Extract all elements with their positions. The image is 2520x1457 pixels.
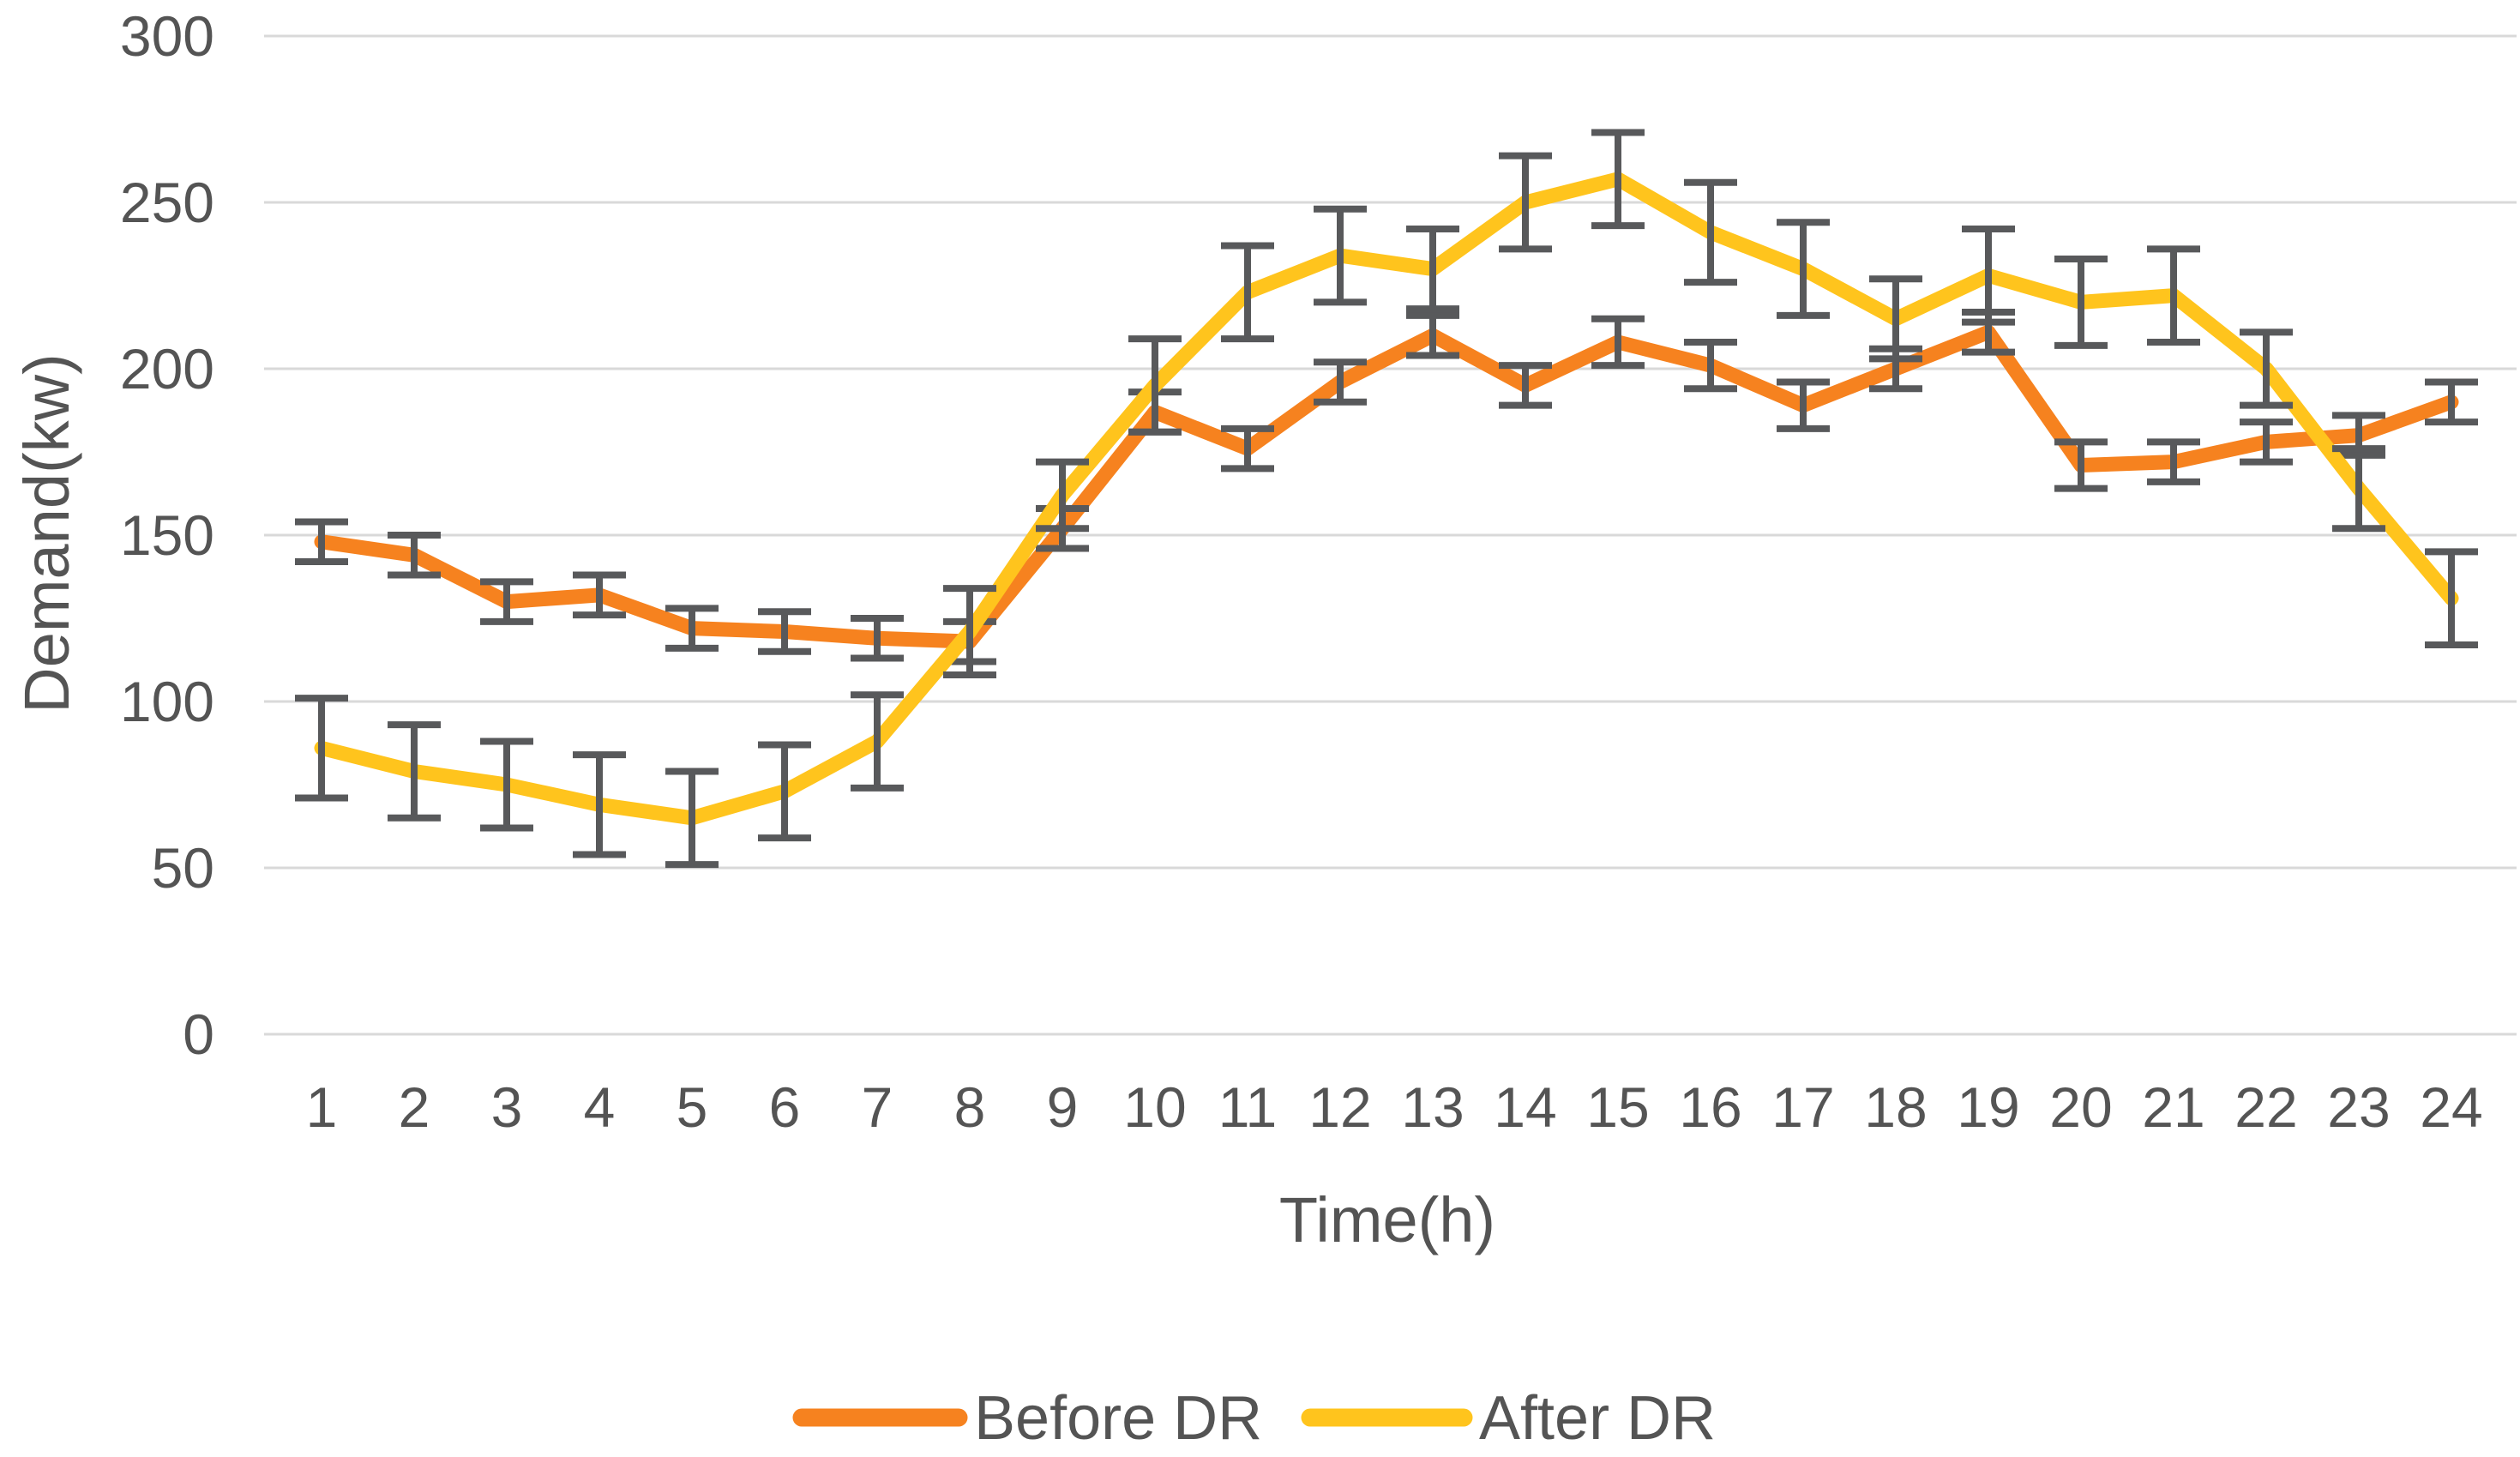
x-tick-label: 19 [1957, 1075, 2019, 1139]
x-tick-label: 18 [1864, 1075, 1927, 1139]
x-tick-label: 5 [677, 1075, 708, 1139]
error-bars [295, 129, 2478, 869]
x-tick-label: 20 [2049, 1075, 2112, 1139]
x-tick-label: 10 [1123, 1075, 1186, 1139]
y-tick-label: 150 [120, 503, 214, 567]
y-tick-label: 50 [152, 836, 214, 900]
y-tick-label: 200 [120, 337, 214, 400]
x-tick-label: 9 [1047, 1075, 1079, 1139]
x-tick-label: 14 [1494, 1075, 1556, 1139]
series-after-dr [295, 129, 2478, 869]
y-tick-label: 100 [120, 670, 214, 733]
x-tick-label: 11 [1218, 1075, 1278, 1139]
legend: Before DR After DR [792, 1384, 1716, 1453]
x-tick-label: 22 [2234, 1075, 2297, 1139]
series-line [314, 172, 2459, 826]
x-tick-label: 7 [862, 1075, 893, 1139]
x-axis-tick-labels: 1 2 3 4 5 6 7 8 9 10 11 12 13 14 15 16 17 18 19 20 21 22 23 24 [306, 1075, 2483, 1139]
legend-label: After DR [1479, 1384, 1716, 1453]
x-tick-label: 8 [954, 1075, 986, 1139]
legend-label: Before DR [974, 1384, 1262, 1453]
data-series [295, 129, 2478, 869]
x-tick-label: 21 [2142, 1075, 2204, 1139]
error-bars [295, 309, 2478, 665]
y-tick-label: 300 [120, 4, 214, 68]
x-tick-label: 2 [399, 1075, 430, 1139]
x-tick-label: 16 [1679, 1075, 1741, 1139]
y-axis-title: Demand(kw) [11, 353, 82, 713]
x-tick-label: 1 [306, 1075, 338, 1139]
x-tick-label: 12 [1308, 1075, 1371, 1139]
series-before-dr [295, 309, 2478, 665]
gridlines [264, 34, 2517, 1036]
series-line [314, 324, 2459, 649]
x-axis-title: Time(h) [1279, 1184, 1495, 1255]
x-tick-label: 3 [491, 1075, 523, 1139]
y-axis-tick-labels: 0 50 100 150 200 250 300 [120, 4, 214, 1066]
x-tick-label: 13 [1401, 1075, 1464, 1139]
y-tick-label: 0 [183, 1002, 214, 1066]
x-tick-label: 15 [1586, 1075, 1649, 1139]
legend-item: After DR [1301, 1384, 1716, 1453]
x-tick-label: 23 [2327, 1075, 2390, 1139]
x-tick-label: 6 [769, 1075, 801, 1139]
y-tick-label: 250 [120, 171, 214, 234]
x-tick-label: 24 [2420, 1075, 2482, 1139]
x-tick-label: 4 [584, 1075, 616, 1139]
legend-item: Before DR [792, 1384, 1262, 1453]
x-tick-label: 17 [1771, 1075, 1834, 1139]
